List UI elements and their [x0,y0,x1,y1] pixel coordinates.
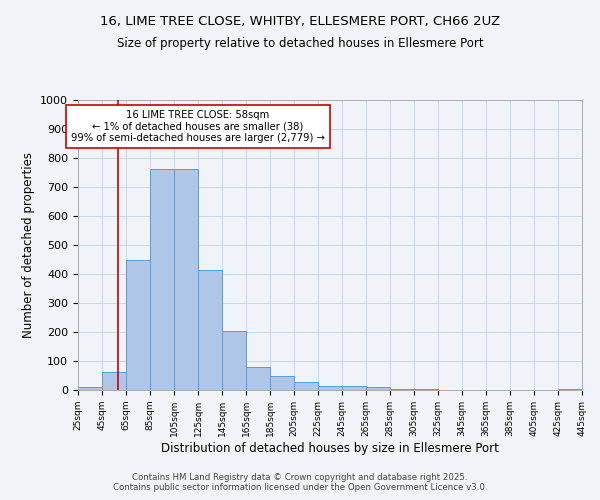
Bar [150,169,174,390]
Bar [126,260,150,390]
Bar [366,387,390,390]
Y-axis label: Number of detached properties: Number of detached properties [22,152,35,338]
Bar [222,330,246,390]
Bar [390,388,414,390]
Bar [414,389,438,390]
Text: 16, LIME TREE CLOSE, WHITBY, ELLESMERE PORT, CH66 2UZ: 16, LIME TREE CLOSE, WHITBY, ELLESMERE P… [100,15,500,28]
Bar [174,169,198,390]
Bar [78,387,102,390]
Text: 16 LIME TREE CLOSE: 58sqm
← 1% of detached houses are smaller (38)
99% of semi-d: 16 LIME TREE CLOSE: 58sqm ← 1% of detach… [71,110,325,144]
Bar [246,367,270,390]
Bar [270,376,294,390]
Bar [294,382,318,390]
Bar [318,386,342,390]
Bar [342,386,366,390]
Bar [198,270,222,390]
Text: Size of property relative to detached houses in Ellesmere Port: Size of property relative to detached ho… [116,38,484,51]
Bar [558,388,582,390]
Bar [102,372,126,390]
Text: Contains HM Land Registry data © Crown copyright and database right 2025.
Contai: Contains HM Land Registry data © Crown c… [113,473,487,492]
X-axis label: Distribution of detached houses by size in Ellesmere Port: Distribution of detached houses by size … [161,442,499,454]
